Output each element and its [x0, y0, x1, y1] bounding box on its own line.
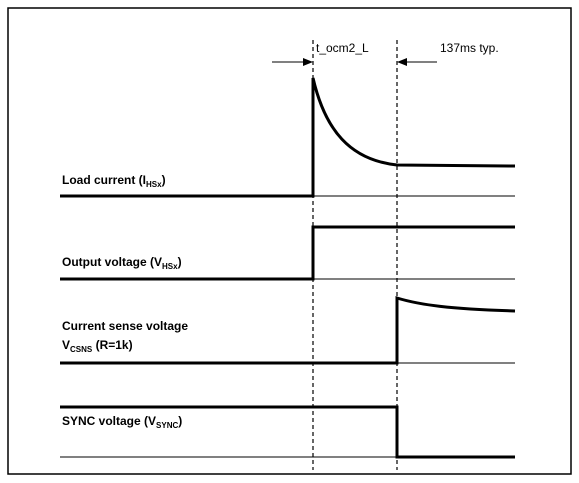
label-sub: SYNC	[156, 421, 178, 430]
signal-label: SYNC voltage (VSYNC)	[62, 414, 182, 430]
label-text: V	[62, 338, 70, 352]
signal-label: Load current (IHSx)	[62, 173, 166, 189]
waveform	[60, 225, 515, 281]
typical-label: 137ms typ.	[440, 41, 499, 55]
label-text: Output voltage (V	[62, 255, 162, 269]
signal-label: VCSNS (R=1k)	[62, 338, 133, 354]
label-after: )	[178, 255, 182, 269]
label-text: Load current (I	[62, 173, 146, 187]
label-sub: HSx	[146, 180, 162, 189]
pulse-label: t_ocm2_L	[316, 41, 369, 55]
signal-label: Output voltage (VHSx)	[62, 255, 182, 271]
label-sub: CSNS	[70, 345, 93, 354]
label-after: )	[178, 414, 182, 428]
signal-label: Current sense voltage	[62, 319, 188, 333]
waveform	[60, 405, 515, 459]
frame	[7, 7, 572, 475]
waveform	[60, 295, 516, 365]
label-text: SYNC voltage (V	[62, 414, 156, 428]
label-sub: HSx	[162, 262, 178, 271]
waveform	[60, 77, 516, 198]
label-after: (R=1k)	[92, 338, 132, 352]
label-after: )	[162, 173, 166, 187]
